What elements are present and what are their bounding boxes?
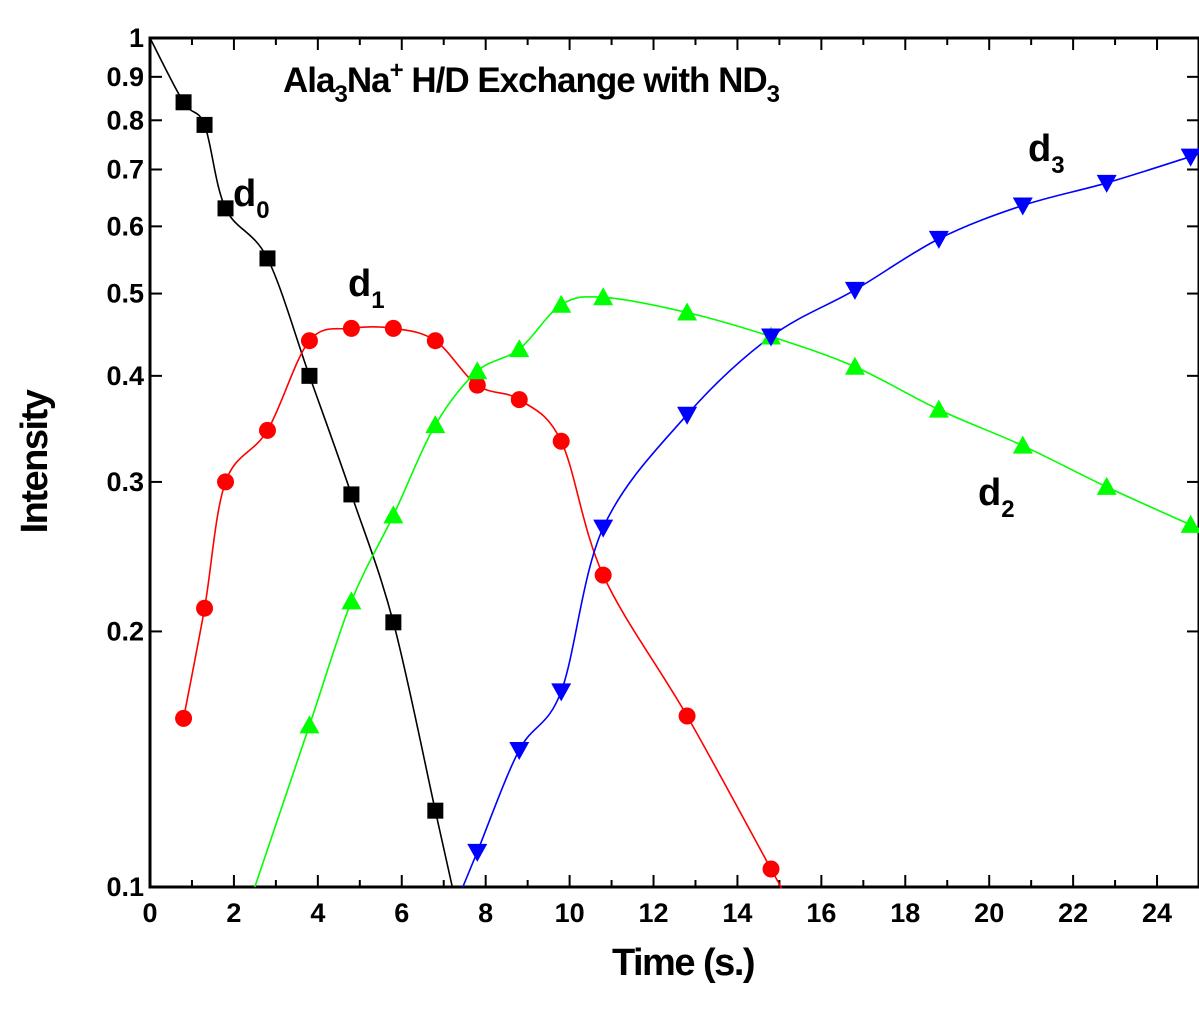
data-point-d1 [175, 709, 193, 727]
data-point-d3 [1096, 174, 1117, 193]
data-point-d1 [300, 332, 318, 350]
data-point-d3 [844, 281, 865, 300]
x-tick-label: 8 [478, 898, 493, 928]
data-point-d2 [509, 339, 530, 358]
x-tick-label: 0 [142, 898, 157, 928]
y-tick-label: 0.4 [106, 361, 144, 391]
axis-ticks [149, 37, 1199, 888]
y-tick-label: 0.8 [106, 105, 144, 135]
data-point-d1 [594, 566, 612, 584]
x-tick-label: 22 [1058, 898, 1088, 928]
y-tick-label: 0.9 [106, 62, 144, 92]
y-tick-label: 0.6 [106, 211, 144, 241]
data-point-d0 [385, 614, 402, 631]
data-point-d2 [844, 356, 865, 375]
data-point-d0 [217, 200, 234, 217]
data-point-d3 [467, 843, 488, 862]
series-label-d0: d0 [233, 173, 270, 224]
series-label-d2: d2 [978, 472, 1015, 523]
data-point-d3 [1180, 148, 1199, 167]
y-tick-label: 0.1 [106, 872, 144, 902]
data-point-d1 [678, 707, 696, 725]
data-point-d2 [1096, 476, 1117, 495]
series-line-d0 [149, 37, 454, 888]
plot-frame [148, 36, 1199, 889]
data-point-d3 [928, 230, 949, 249]
data-point-d2 [928, 399, 949, 418]
data-point-d1 [426, 332, 444, 350]
data-point-d0 [427, 802, 444, 819]
data-point-d0 [196, 116, 213, 133]
series-label-d1: d1 [348, 263, 385, 314]
data-point-d2 [1180, 514, 1199, 533]
series-line-d3 [462, 153, 1199, 888]
x-tick-label: 12 [638, 898, 668, 928]
series-label-d3: d3 [1028, 128, 1065, 179]
data-point-d1 [762, 860, 780, 878]
data-point-d2 [467, 361, 488, 380]
series-line-d2 [254, 295, 1199, 888]
y-tick-label: 0.3 [106, 467, 144, 497]
data-point-d0 [259, 250, 276, 267]
data-point-d2 [341, 591, 362, 610]
x-tick-label: 24 [1142, 898, 1172, 928]
x-tick-label: 2 [226, 898, 241, 928]
data-point-d0 [175, 94, 192, 111]
data-point-d1 [342, 319, 360, 337]
data-point-d0 [301, 367, 318, 384]
data-point-d1 [384, 319, 402, 337]
x-tick-label: 6 [394, 898, 409, 928]
data-point-d2 [677, 302, 698, 321]
data-point-d2 [299, 715, 320, 734]
x-tick-label: 14 [722, 898, 752, 928]
data-point-d3 [593, 519, 614, 538]
data-point-d2 [383, 505, 404, 524]
x-tick-label: 18 [890, 898, 920, 928]
data-point-d1 [258, 421, 276, 439]
x-tick-label: 20 [974, 898, 1004, 928]
data-point-d1 [217, 473, 235, 491]
y-tick-label: 0.7 [106, 155, 144, 185]
y-tick-label: 1 [129, 23, 144, 53]
data-point-d2 [551, 294, 572, 313]
data-point-d3 [551, 683, 572, 702]
series-markers [175, 94, 1199, 878]
data-point-d1 [196, 599, 214, 617]
y-tick-label: 0.5 [106, 279, 144, 309]
tick-labels: 0 2 4 6 8 10 12 14 16 18 20 22 240.10.20.30.40.50.60… [106, 23, 1172, 928]
data-point-d2 [593, 287, 614, 306]
data-point-d3 [677, 406, 698, 425]
data-point-d3 [761, 328, 782, 347]
data-point-d2 [1012, 435, 1033, 454]
x-axis-title: Time (s.) [612, 942, 754, 984]
data-point-d3 [509, 741, 530, 760]
data-point-d0 [343, 486, 360, 503]
data-point-d1 [552, 432, 570, 450]
data-point-d2 [425, 415, 446, 434]
data-point-d1 [468, 376, 486, 394]
y-tick-label: 0.2 [106, 616, 144, 646]
x-tick-label: 4 [310, 898, 325, 928]
data-point-d3 [1012, 197, 1033, 216]
chart-title: Ala3Na+ H/D Exchange with ND3 [283, 57, 780, 108]
x-tick-label: 10 [555, 898, 585, 928]
x-tick-label: 16 [806, 898, 836, 928]
y-axis-title: Intensity [14, 389, 56, 533]
data-point-d1 [510, 391, 528, 409]
